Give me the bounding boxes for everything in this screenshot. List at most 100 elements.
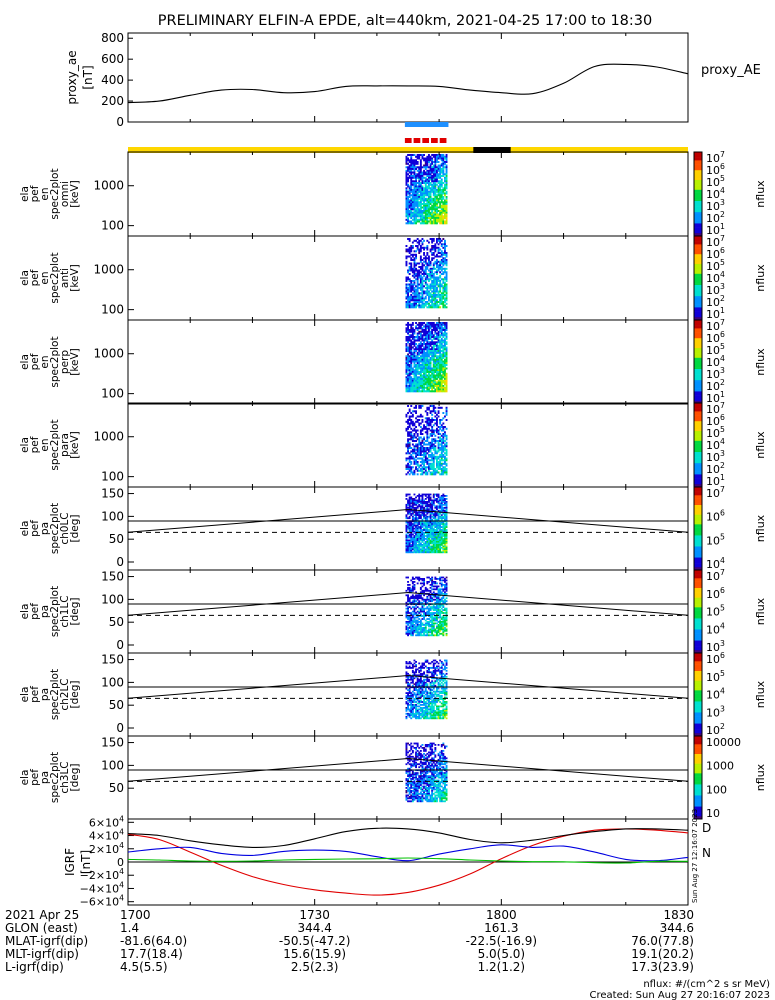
spectrogram-cell <box>416 166 419 169</box>
spectrogram-cell <box>405 548 408 551</box>
spectrogram-cell <box>424 378 427 380</box>
spectrogram-cell <box>436 386 438 389</box>
spectrogram-cell <box>434 616 437 619</box>
spectrogram-cell <box>436 346 438 349</box>
spectrogram-cell <box>436 365 438 368</box>
spectrogram-cell <box>429 304 432 307</box>
spectrogram-cell <box>437 369 440 372</box>
spectrogram-cell <box>407 203 409 205</box>
spectrogram-cell <box>408 220 411 223</box>
spectrogram-cell <box>426 466 429 469</box>
spectrogram-cell <box>426 210 429 212</box>
spectrogram-cell <box>428 422 430 425</box>
spectrogram-cell <box>418 365 421 368</box>
spectrogram-cell <box>442 429 445 432</box>
spectrogram-cell <box>432 187 435 190</box>
spectrogram-cell <box>407 405 409 407</box>
spectrogram-cell <box>413 274 416 277</box>
spectrogram-cell <box>426 330 429 333</box>
spectrogram-cell <box>440 386 443 389</box>
spectrogram-cell <box>432 280 435 282</box>
spectrogram-cell <box>429 379 432 382</box>
spectrogram-cell <box>428 524 430 527</box>
spectrogram-cell <box>424 454 427 456</box>
spectrogram-cell <box>437 388 440 391</box>
spectrogram-cell <box>408 408 411 411</box>
spectrogram-cell <box>432 364 435 366</box>
spectrogram-cell <box>415 675 417 678</box>
spectrogram-cell <box>431 332 434 335</box>
spectrogram-cell <box>436 175 438 177</box>
spectrogram-cell <box>421 336 424 338</box>
spectrogram-cell <box>411 539 414 542</box>
spectrogram-cell <box>419 625 422 628</box>
spectrogram-cell <box>415 346 417 349</box>
spectrogram-cell <box>437 544 440 546</box>
spectrogram-cell <box>432 598 435 601</box>
spectrogram-cell <box>411 711 414 714</box>
spectrogram-cell <box>440 621 443 623</box>
spectrogram-cell <box>445 220 448 223</box>
spectrogram-cell <box>445 413 448 416</box>
spectrogram-cell <box>429 182 432 184</box>
spectrogram-cell <box>415 336 417 338</box>
spectrogram-cell <box>432 378 435 380</box>
spectrogram-cell <box>423 182 425 184</box>
spectrogram-cell <box>432 267 435 270</box>
spectrogram-cell <box>418 512 421 515</box>
spectrogram-cell <box>429 586 432 589</box>
spectrogram-cell <box>436 523 438 525</box>
spectrogram-cell <box>421 379 424 382</box>
spectrogram-cell <box>407 544 409 546</box>
spectrogram-cell <box>428 424 430 427</box>
spectrogram-cell <box>442 546 445 549</box>
spectrogram-cell <box>429 616 432 619</box>
spectrogram-cell <box>434 294 437 296</box>
spectrogram-cell <box>413 154 416 156</box>
spectrogram-cell <box>410 203 413 205</box>
spectrogram-cell <box>439 358 442 361</box>
spectrogram-cell <box>429 536 432 539</box>
spectrogram-cell <box>431 276 434 279</box>
spectrogram-cell <box>444 459 446 462</box>
spectrogram-cell <box>428 498 430 500</box>
spectrogram-cell <box>421 259 424 261</box>
spectrogram-cell <box>445 539 448 542</box>
spectrogram-cell <box>444 199 446 202</box>
spectrogram-cell <box>432 350 435 352</box>
spectrogram-cell <box>442 169 445 172</box>
spectrogram-cell <box>408 521 411 524</box>
spectrogram-cell <box>416 278 419 281</box>
spectrogram-cell <box>410 173 413 176</box>
spectrogram-cell <box>436 329 438 331</box>
spectrogram-cell <box>439 343 442 345</box>
spectrogram-cell <box>411 546 414 549</box>
y-axis-label: [nT] <box>81 65 95 89</box>
spectrogram-cell <box>442 618 445 620</box>
spectrogram-cell <box>426 542 429 545</box>
spectrogram-cell <box>440 245 443 247</box>
spectrogram-cell <box>423 350 425 352</box>
spectrogram-cell <box>413 511 416 514</box>
spectrogram-cell <box>410 621 413 623</box>
spectrogram-cell <box>440 544 443 546</box>
spectrogram-cell <box>431 542 434 545</box>
spectrogram-cell <box>432 459 435 462</box>
spectrogram-cell <box>434 415 437 418</box>
spectrogram-cell <box>421 549 424 552</box>
spectrogram-cell <box>424 334 427 337</box>
spectrogram-cell <box>407 714 409 717</box>
spectrogram-cell <box>439 169 442 172</box>
spectrogram-cell <box>444 241 446 244</box>
spectrogram-cell <box>442 589 445 592</box>
spectrogram-cell <box>408 206 411 209</box>
spectrogram-cell <box>434 355 437 358</box>
spectrogram-cell <box>432 278 435 281</box>
spectrogram-cell <box>445 434 448 437</box>
spectrogram-cell <box>410 323 413 326</box>
spectrogram-cell <box>444 434 446 437</box>
spectrogram-cell <box>405 180 408 183</box>
spectrogram-cell <box>440 222 443 225</box>
spectrogram-cell <box>421 548 424 551</box>
spectrogram-cell <box>408 159 411 162</box>
